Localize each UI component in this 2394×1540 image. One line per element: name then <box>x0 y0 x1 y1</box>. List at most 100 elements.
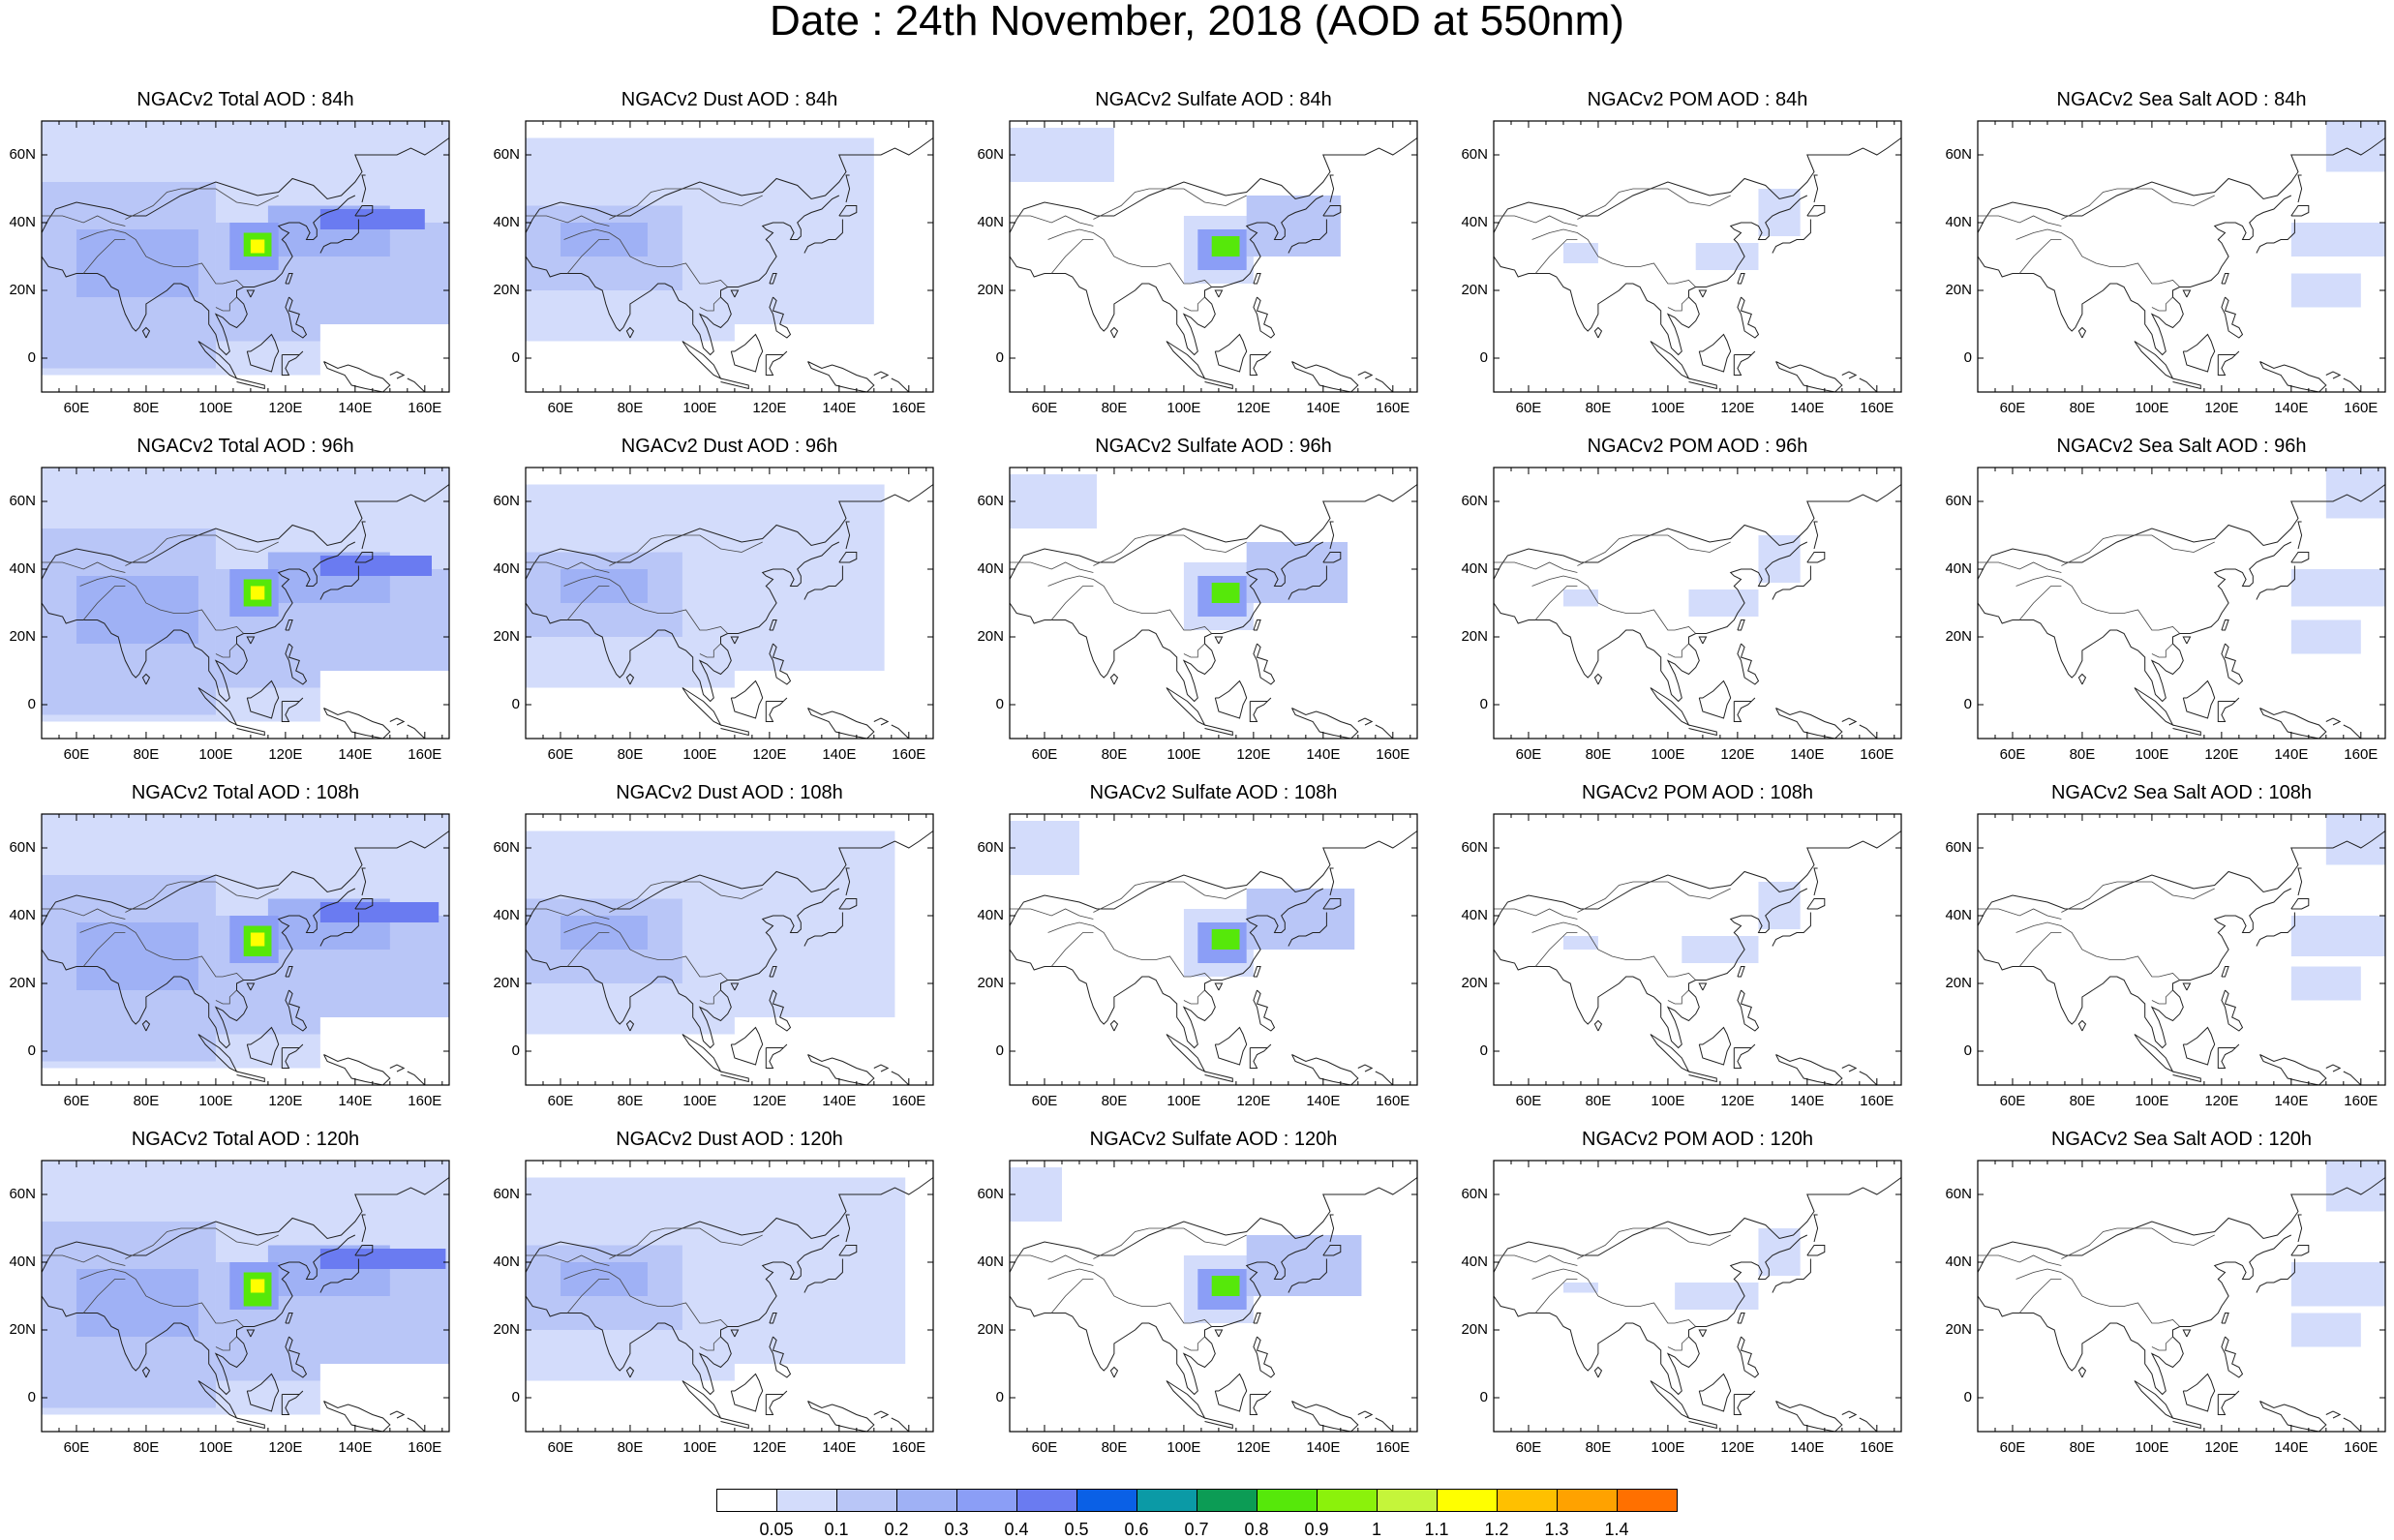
coastline <box>2221 273 2229 285</box>
lon-tick-label: 100E <box>2135 1439 2169 1456</box>
country-border <box>1050 586 1094 620</box>
aod-shading <box>2325 468 2385 519</box>
lon-tick-label: 80E <box>1585 746 1612 763</box>
coastline <box>2221 643 2244 685</box>
coastline <box>2134 341 2174 380</box>
coastline <box>1737 619 1745 631</box>
lon-tick-label: 120E <box>1236 1439 1271 1456</box>
map-frame <box>525 1160 934 1433</box>
aod-shading <box>1211 236 1240 257</box>
coastline <box>389 371 406 379</box>
coastline <box>281 697 304 722</box>
coastline <box>1329 867 1335 896</box>
colorbar-label: 0.6 <box>1124 1520 1149 1539</box>
lon-tick-label: 80E <box>1101 1439 1128 1456</box>
country-border <box>2018 1279 2062 1314</box>
coastline <box>1214 679 1248 719</box>
coastline <box>1977 888 2292 1049</box>
coastline <box>1733 697 1756 722</box>
coastline <box>2182 982 2192 991</box>
coastline <box>1977 195 2292 356</box>
coastline <box>803 1258 843 1293</box>
coastline <box>525 1177 934 1273</box>
map-plot <box>525 1160 934 1433</box>
coastline <box>354 205 374 217</box>
coastline <box>246 982 256 991</box>
coastline <box>1322 205 1342 217</box>
coastline <box>2134 687 2174 727</box>
lat-tick-label: 20N <box>977 282 1004 298</box>
coastline <box>285 989 308 1032</box>
lon-tick-label: 60E <box>1999 1093 2026 1109</box>
lat-tick-label: 20N <box>1461 1321 1488 1338</box>
coastline <box>1688 1417 1717 1430</box>
coastline <box>141 673 151 685</box>
lat-tick-label: 0 <box>1963 1389 1972 1405</box>
country-border <box>82 586 126 620</box>
coastline <box>285 296 308 339</box>
country-border <box>2018 586 2062 620</box>
coastline <box>246 289 256 298</box>
map-plot <box>1977 120 2386 393</box>
coastline <box>2217 1043 2240 1069</box>
coastline <box>1322 552 1342 563</box>
lon-tick-label: 120E <box>1720 1439 1755 1456</box>
lat-tick-label: 40N <box>1945 560 1972 577</box>
lon-tick-label: 80E <box>617 1439 644 1456</box>
lon-tick-label: 160E <box>1860 400 1894 416</box>
map-frame <box>41 467 450 740</box>
coastline <box>1493 888 1808 1049</box>
lon-tick-label: 80E <box>1585 1439 1612 1456</box>
country-border <box>609 188 763 220</box>
coastline <box>1859 1417 1878 1433</box>
coastline <box>246 333 280 373</box>
coastline <box>1357 717 1374 726</box>
coastline <box>1204 1071 1233 1083</box>
lat-tick-label: 0 <box>27 1389 36 1405</box>
colorbar-label: 0.9 <box>1304 1520 1329 1539</box>
coastline <box>1288 912 1327 947</box>
coastline <box>41 830 450 926</box>
coastline <box>2182 1373 2216 1412</box>
aod-shading <box>734 1364 933 1432</box>
lon-tick-label: 160E <box>408 746 442 763</box>
coastline <box>1733 1390 1756 1415</box>
map-frame <box>1009 813 1418 1086</box>
lon-tick-label: 100E <box>1651 746 1685 763</box>
lat-tick-label: 60N <box>1945 493 1972 509</box>
coastline <box>1813 521 1819 550</box>
coastline <box>1806 552 1826 563</box>
coastline <box>1737 296 1760 339</box>
lon-tick-label: 120E <box>752 400 787 416</box>
coastline <box>1772 219 1811 254</box>
coastline <box>2077 1366 2087 1378</box>
coastline <box>41 888 356 1049</box>
map-frame <box>1977 467 2386 740</box>
country-border <box>1183 643 1205 658</box>
country-border <box>1010 561 1094 573</box>
lon-tick-label: 140E <box>1790 400 1825 416</box>
map-plot <box>41 813 450 1086</box>
coastline <box>730 679 764 719</box>
lat-tick-label: 60N <box>1461 1186 1488 1202</box>
aod-shading <box>76 229 198 297</box>
lat-tick-label: 0 <box>1479 349 1488 366</box>
country-border <box>82 932 126 967</box>
country-border <box>699 1336 721 1351</box>
country-border <box>566 239 610 274</box>
lon-tick-label: 60E <box>1515 746 1542 763</box>
panel-title: NGACv2 Sea Salt AOD : 108h <box>2050 782 2313 803</box>
coastline <box>41 137 450 233</box>
country-border <box>79 228 244 287</box>
coastline <box>1375 724 1394 740</box>
map-plot <box>525 120 934 393</box>
panel-title: NGACv2 POM AOD : 96h <box>1587 436 1808 457</box>
coastline <box>1698 333 1732 373</box>
country-border <box>1534 932 1578 967</box>
coastline <box>2077 1019 2087 1032</box>
country-border <box>1183 989 1205 1005</box>
coastline <box>720 1071 749 1083</box>
lon-tick-label: 120E <box>2204 746 2239 763</box>
coastline <box>1204 377 1233 390</box>
coastline <box>361 867 367 896</box>
